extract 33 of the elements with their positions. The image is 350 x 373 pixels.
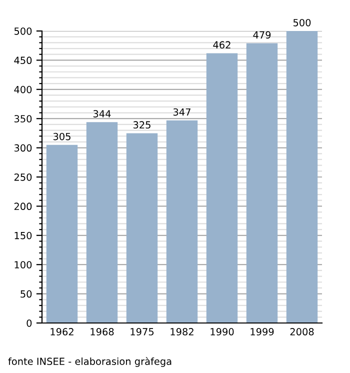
bar (246, 43, 278, 323)
y-tick-label: 200 (14, 202, 32, 210)
y-tick-label: 150 (14, 232, 32, 240)
data-label: 479 (253, 31, 271, 39)
y-tick-label: 450 (14, 56, 32, 64)
x-tick-label: 1982 (170, 328, 194, 336)
x-tick-label: 2008 (290, 328, 314, 336)
bar (166, 120, 198, 323)
y-tick-label: 0 (26, 319, 32, 327)
y-tick-label: 500 (14, 27, 32, 35)
bar (46, 144, 78, 323)
data-label: 344 (93, 110, 111, 118)
x-tick-label: 1990 (210, 328, 234, 336)
y-tick-label: 50 (20, 290, 32, 298)
data-label: 325 (133, 121, 150, 129)
y-tick-label: 300 (14, 144, 32, 152)
y-tick-label: 350 (14, 115, 32, 122)
x-tick-label: 1999 (250, 328, 274, 336)
x-tick-label: 1968 (90, 328, 114, 336)
bar (206, 53, 238, 323)
data-label: 500 (293, 18, 311, 26)
data-label: 305 (53, 132, 70, 140)
x-tick-label: 1975 (130, 328, 154, 336)
x-tick-label: 1962 (50, 328, 74, 336)
y-tick-label: 400 (14, 86, 32, 94)
y-tick-label: 250 (14, 173, 32, 181)
bar (86, 122, 118, 323)
bar (126, 133, 158, 323)
source-note: fonte INSEE - elaborasion gràfega (8, 357, 172, 367)
data-label: 462 (213, 41, 230, 49)
y-tick-label: 100 (14, 261, 32, 268)
data-label: 347 (173, 108, 190, 116)
bar (286, 31, 318, 323)
